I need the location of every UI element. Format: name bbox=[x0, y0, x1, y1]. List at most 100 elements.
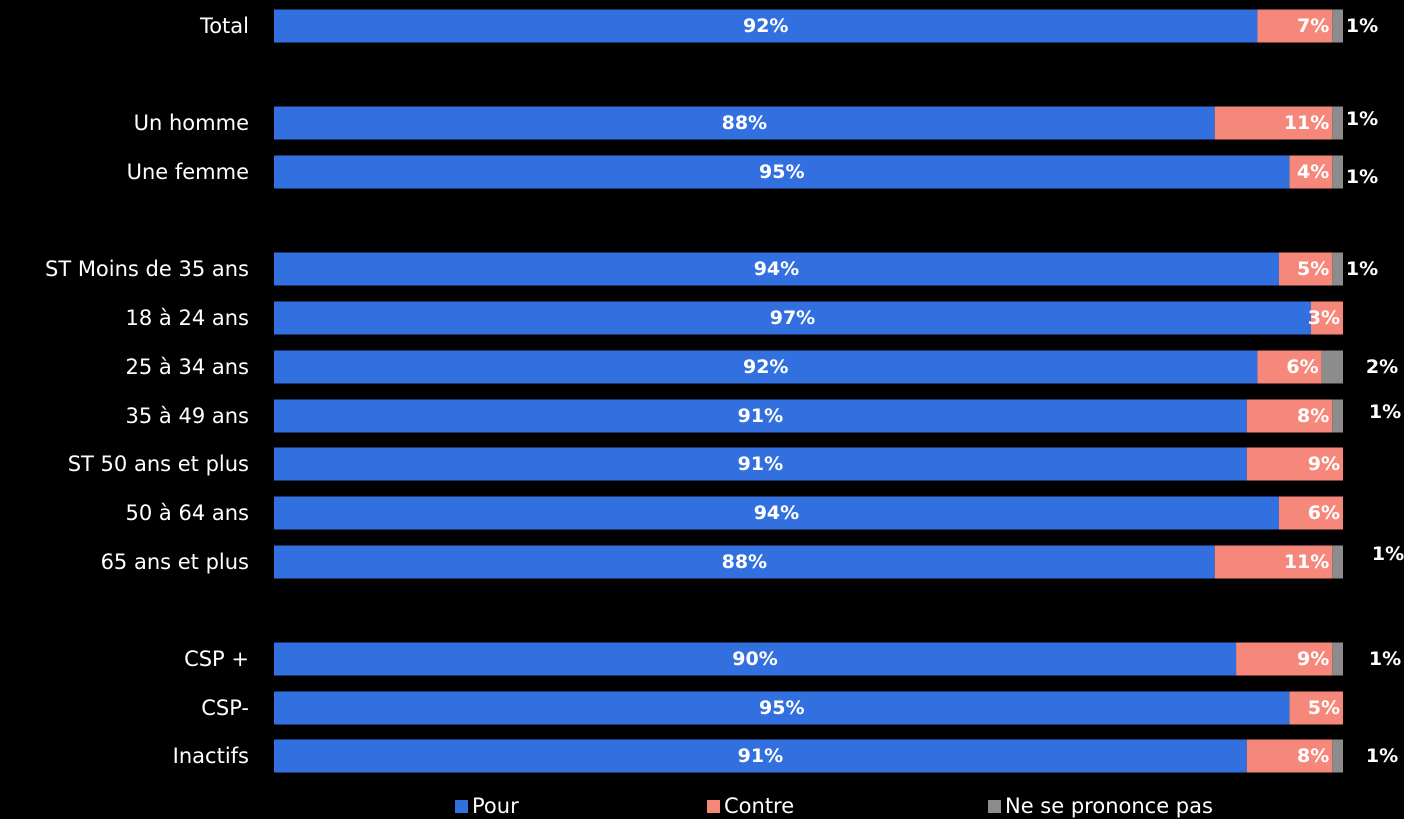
category-label: CSP + bbox=[184, 647, 249, 671]
legend-label: Ne se prononce pas bbox=[1005, 794, 1213, 818]
bar-segment-contre bbox=[1289, 155, 1333, 189]
legend-label: Contre bbox=[724, 794, 794, 818]
data-label-pour: 94% bbox=[754, 258, 799, 280]
bar-segment-contre bbox=[1214, 106, 1333, 140]
bar-row-35-a-49-ans: 35 à 49 ans 91% 8% 1% bbox=[126, 399, 1401, 433]
bar-segment-ne-se-prononce-pas bbox=[1332, 106, 1343, 140]
bar-segment-ne-se-prononce-pas bbox=[1332, 155, 1343, 189]
data-label-ne-se-prononce-pas: 1% bbox=[1346, 108, 1378, 130]
data-label-pour: 91% bbox=[738, 405, 783, 427]
category-label: 65 ans et plus bbox=[101, 550, 249, 574]
category-label: 25 à 34 ans bbox=[126, 355, 249, 379]
bar-segment-contre bbox=[1246, 739, 1333, 773]
bar-row-50-a-64-ans: 50 à 64 ans 94% 6% bbox=[126, 496, 1343, 530]
bar-segment-ne-se-prononce-pas bbox=[1332, 642, 1343, 676]
data-label-contre: 7% bbox=[1297, 15, 1329, 37]
bar-segment-contre bbox=[1310, 301, 1343, 335]
bar-segment-pour bbox=[274, 739, 1247, 773]
category-label: Total bbox=[199, 14, 249, 38]
bar-segment-contre bbox=[1246, 399, 1333, 433]
data-label-pour: 91% bbox=[738, 453, 783, 475]
legend-item-contre: Contre bbox=[707, 794, 794, 818]
bar-segment-contre bbox=[1236, 642, 1333, 676]
bar-segment-contre bbox=[1257, 9, 1333, 43]
legend-item-pour: Pour bbox=[455, 794, 519, 818]
data-label-contre: 9% bbox=[1308, 453, 1340, 475]
bar-segment-pour bbox=[274, 399, 1247, 433]
bar-row-st-50-ans-et-plus: ST 50 ans et plus 91% 9% bbox=[68, 447, 1343, 481]
data-label-pour: 88% bbox=[722, 112, 767, 134]
bar-segment-pour bbox=[274, 545, 1215, 579]
bar-row-inactifs: Inactifs 91% 8% 1% bbox=[173, 739, 1398, 773]
data-label-pour: 92% bbox=[743, 356, 788, 378]
data-label-contre: 6% bbox=[1308, 502, 1340, 524]
category-label: Inactifs bbox=[173, 744, 249, 768]
data-label-contre: 11% bbox=[1284, 112, 1329, 134]
data-label-contre: 5% bbox=[1297, 258, 1329, 280]
bar-row-un-homme: Un homme 88% 11% 1% bbox=[134, 106, 1378, 140]
data-label-contre: 8% bbox=[1297, 745, 1329, 767]
bar-row-total: Total 92% 7% 1% bbox=[199, 9, 1378, 43]
data-label-contre: 4% bbox=[1297, 161, 1329, 183]
data-label-pour: 88% bbox=[722, 551, 767, 573]
category-label: ST Moins de 35 ans bbox=[45, 257, 249, 281]
bar-row-csp-minus: CSP- 95% 5% bbox=[201, 691, 1343, 725]
data-label-pour: 92% bbox=[743, 15, 788, 37]
bar-segment-pour bbox=[274, 642, 1237, 676]
category-label: 50 à 64 ans bbox=[126, 501, 249, 525]
bar-segment-contre bbox=[1246, 447, 1343, 481]
data-label-pour: 95% bbox=[759, 161, 804, 183]
category-label: CSP- bbox=[201, 696, 249, 720]
bar-segment-pour bbox=[274, 447, 1247, 481]
data-label-ne-se-prononce-pas: 1% bbox=[1369, 401, 1401, 423]
category-label: 18 à 24 ans bbox=[126, 306, 249, 330]
bar-segment-pour bbox=[274, 106, 1215, 140]
bar-segment-contre bbox=[1289, 691, 1343, 725]
bar-segment-ne-se-prononce-pas bbox=[1332, 739, 1343, 773]
legend-swatch bbox=[988, 800, 1001, 813]
data-label-ne-se-prononce-pas: 1% bbox=[1346, 15, 1378, 37]
bar-row-18-a-24-ans: 18 à 24 ans 97% 3% bbox=[126, 301, 1343, 335]
data-label-contre: 11% bbox=[1284, 551, 1329, 573]
data-label-pour: 94% bbox=[754, 502, 799, 524]
bar-segment-ne-se-prononce-pas bbox=[1332, 252, 1343, 286]
bar-row-csp-plus: CSP + 90% 9% 1% bbox=[184, 642, 1401, 676]
bar-segment-ne-se-prononce-pas bbox=[1321, 350, 1343, 384]
category-label: Une femme bbox=[127, 160, 249, 184]
chart-legend: Pour Contre Ne se prononce pas bbox=[455, 794, 1213, 818]
bar-segment-pour bbox=[274, 155, 1290, 189]
category-label: Un homme bbox=[134, 111, 249, 135]
data-label-contre: 8% bbox=[1297, 405, 1329, 427]
data-label-contre: 5% bbox=[1308, 697, 1340, 719]
chart-rows: Total 92% 7% 1% Un homme 88% 11% 1% Une femme 95%… bbox=[45, 9, 1404, 773]
data-label-ne-se-prononce-pas: 1% bbox=[1346, 166, 1378, 188]
data-label-ne-se-prononce-pas: 1% bbox=[1372, 543, 1404, 565]
bar-row-st-moins-de-35-ans: ST Moins de 35 ans 94% 5% 1% bbox=[45, 252, 1378, 286]
bar-segment-contre bbox=[1257, 350, 1322, 384]
data-label-pour: 95% bbox=[759, 697, 804, 719]
data-label-ne-se-prononce-pas: 2% bbox=[1366, 356, 1398, 378]
bar-segment-pour bbox=[274, 301, 1311, 335]
data-label-contre: 3% bbox=[1308, 307, 1340, 329]
bar-segment-pour bbox=[274, 9, 1258, 43]
bar-segment-contre bbox=[1278, 252, 1333, 286]
bar-segment-pour bbox=[274, 350, 1258, 384]
category-label: 35 à 49 ans bbox=[126, 404, 249, 428]
data-label-pour: 90% bbox=[732, 648, 777, 670]
data-label-contre: 9% bbox=[1297, 648, 1329, 670]
legend-swatch bbox=[707, 800, 720, 813]
legend-item-ne-se-prononce-pas: Ne se prononce pas bbox=[988, 794, 1213, 818]
data-label-pour: 97% bbox=[770, 307, 815, 329]
data-label-ne-se-prononce-pas: 1% bbox=[1366, 745, 1398, 767]
category-label: ST 50 ans et plus bbox=[68, 452, 249, 476]
legend-label: Pour bbox=[472, 794, 519, 818]
bar-segment-pour bbox=[274, 252, 1279, 286]
legend-swatch bbox=[455, 800, 468, 813]
data-label-pour: 91% bbox=[738, 745, 783, 767]
bar-segment-contre bbox=[1278, 496, 1343, 530]
bar-segment-ne-se-prononce-pas bbox=[1332, 545, 1343, 579]
bar-segment-pour bbox=[274, 496, 1279, 530]
data-label-ne-se-prononce-pas: 1% bbox=[1369, 648, 1401, 670]
bar-segment-ne-se-prononce-pas bbox=[1332, 9, 1343, 43]
